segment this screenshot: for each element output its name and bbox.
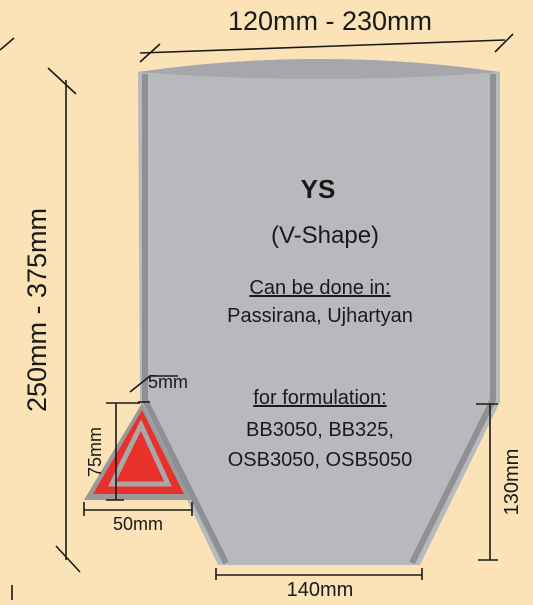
- bag-left-seam: [142, 74, 229, 565]
- bag-subtitle: (V-Shape): [271, 222, 379, 249]
- top-width-dimension: [139, 33, 514, 63]
- bag-body: [138, 59, 500, 565]
- top-width-label: 120mm - 230mm: [228, 6, 432, 36]
- bag-top-edge: [138, 59, 500, 79]
- height-dimension: [0, 37, 81, 600]
- formulation-label: for formulation:: [253, 387, 386, 409]
- triangle-height-label: 75mm: [85, 427, 105, 477]
- height-label: 250mm - 375mm: [22, 208, 52, 412]
- bag-right-seam: [409, 74, 496, 565]
- triangle-dimensions: [83, 375, 193, 516]
- formulation-line-2: OSB3050, OSB5050: [228, 449, 413, 471]
- v-height-label: 130mm: [501, 449, 523, 516]
- bottom-width-label: 140mm: [287, 579, 354, 600]
- triangle-gap-label: 5mm: [148, 372, 188, 392]
- bottom-width-dimension: [215, 568, 423, 580]
- done-in-value: Passirana, Ujhartyan: [227, 305, 413, 327]
- v-height-dimension: [476, 403, 498, 561]
- triangle-base-label: 50mm: [113, 514, 163, 534]
- formulation-line-1: BB3050, BB325,: [246, 419, 394, 441]
- done-in-label: Can be done in:: [249, 277, 390, 299]
- bag-title: YS: [301, 174, 336, 204]
